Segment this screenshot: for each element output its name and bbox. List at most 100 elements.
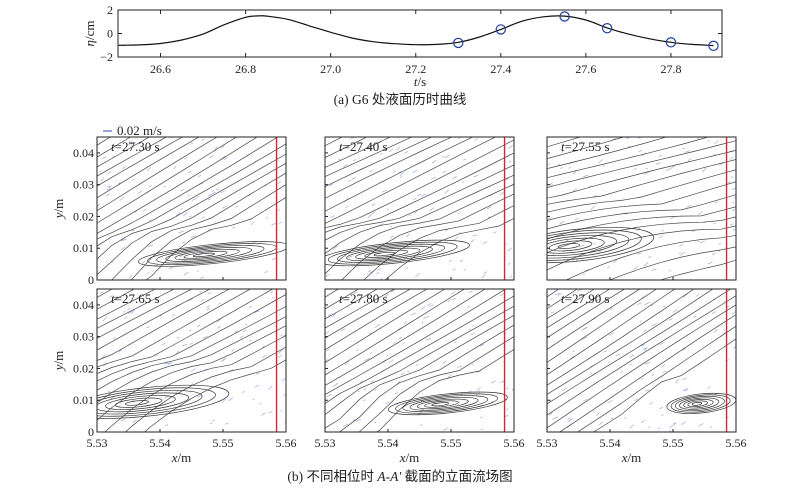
velocity-vector: [120, 419, 126, 422]
streamline: [547, 289, 676, 376]
x-tick-label: 27.8: [660, 62, 681, 76]
velocity-vector: [659, 341, 665, 345]
streamline: [97, 137, 279, 240]
velocity-vector: [696, 137, 701, 140]
velocity-vector: [445, 229, 449, 231]
velocity-vector: [582, 273, 586, 276]
vortex-streamline: [557, 243, 580, 249]
velocity-vector: [278, 209, 281, 211]
velocity-vector: [417, 194, 422, 196]
velocity-vector: [190, 235, 197, 238]
velocity-vector: [615, 353, 621, 356]
velocity-vector: [499, 191, 505, 196]
velocity-vector: [223, 157, 228, 160]
velocity-vector: [595, 412, 601, 417]
velocity-vector: [506, 408, 509, 411]
velocity-vector: [442, 170, 446, 174]
velocity-vector: [284, 421, 286, 424]
streamline: [325, 137, 413, 177]
velocity-vector: [568, 166, 571, 169]
velocity-vector: [697, 211, 703, 216]
velocity-vector: [415, 272, 420, 278]
velocity-vector: [583, 174, 589, 178]
vortex-streamline: [547, 235, 617, 256]
velocity-vector: [176, 212, 181, 216]
velocity-vector: [671, 422, 677, 427]
velocity-vector: [650, 304, 654, 307]
streamline: [542, 83, 741, 136]
vortex-streamline: [105, 395, 176, 411]
velocity-vector: [662, 370, 667, 373]
velocity-vector: [730, 175, 733, 179]
velocity-vector: [161, 342, 166, 346]
velocity-vector: [643, 171, 649, 175]
velocity-vector: [682, 348, 686, 351]
vortex-streamline: [346, 245, 433, 262]
velocity-vector: [645, 389, 650, 392]
velocity-vector: [661, 414, 664, 417]
velocity-vector: [181, 344, 188, 347]
velocity-vector: [396, 147, 401, 151]
time-label: t=27.55 s: [561, 139, 610, 154]
streamline: [92, 181, 291, 287]
velocity-vector: [426, 302, 432, 307]
velocity-vector: [608, 361, 611, 363]
streamline: [97, 137, 132, 158]
velocity-vector: [648, 426, 651, 429]
streamline: [145, 197, 286, 280]
velocity-vector: [189, 342, 193, 345]
velocity-vector: [218, 302, 221, 305]
streamline: [124, 346, 286, 432]
x-tick-label: 5.54: [600, 436, 621, 450]
velocity-vector: [249, 305, 253, 309]
velocity-vector: [188, 170, 192, 174]
velocity-vector: [481, 274, 486, 279]
velocity-vector: [189, 215, 192, 218]
velocity-vector: [408, 214, 411, 216]
velocity-vector: [347, 179, 352, 182]
streamline: [325, 289, 412, 339]
velocity-vector: [216, 188, 220, 191]
velocity-vector: [576, 289, 583, 292]
velocity-vector: [476, 387, 481, 391]
velocity-vector: [581, 336, 588, 340]
velocity-vector: [381, 189, 388, 193]
velocity-vector: [675, 379, 680, 382]
x-tick-label: 27.4: [490, 62, 511, 76]
velocity-vector: [413, 210, 418, 214]
velocity-vector: [207, 199, 211, 201]
velocity-vector: [603, 298, 609, 301]
legend-label: 0.02 m/s: [117, 123, 162, 138]
streamline: [97, 137, 238, 224]
velocity-vector: [474, 137, 478, 141]
streamline: [325, 164, 514, 241]
velocity-vector: [283, 394, 286, 397]
velocity-vector: [210, 422, 213, 424]
velocity-vector: [663, 305, 666, 308]
vortex-streamline: [547, 229, 642, 261]
velocity-vector: [732, 346, 736, 350]
velocity-vector: [644, 347, 648, 351]
velocity-vector: [452, 175, 457, 180]
velocity-vector: [148, 185, 152, 188]
velocity-vector: [638, 150, 643, 153]
vortex-streamline: [691, 402, 703, 406]
streamline: [97, 316, 286, 404]
vortex: [138, 241, 286, 267]
panel-frame: [546, 136, 737, 281]
velocity-vector: [353, 291, 358, 295]
velocity-vector: [280, 334, 283, 337]
velocity-vector: [360, 380, 363, 383]
velocity-vector: [325, 348, 330, 352]
velocity-vector: [665, 168, 671, 172]
velocity-vector: [469, 290, 473, 293]
streamline: [547, 159, 736, 205]
velocity-vector: [405, 266, 409, 269]
velocity-vector: [729, 156, 734, 160]
velocity-vector: [101, 354, 107, 359]
streamline: [97, 137, 184, 187]
streamline: [97, 289, 175, 329]
streamline: [547, 150, 736, 199]
velocity-vector: [363, 388, 367, 391]
vortex: [325, 239, 470, 267]
